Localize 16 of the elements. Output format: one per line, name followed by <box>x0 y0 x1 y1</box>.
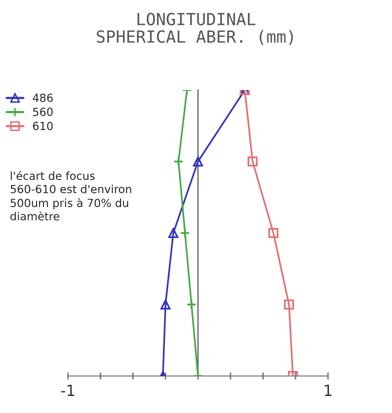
annotation: l'écart de focus 560-610 est d'environ 500um pris à 70% du diamètre <box>10 170 132 220</box>
point <box>160 300 170 310</box>
point <box>186 300 196 310</box>
x-tick-label: -1 <box>61 384 74 396</box>
x-tick-label: 1 <box>324 384 332 396</box>
point <box>168 228 178 238</box>
point <box>248 156 258 166</box>
chart-title: LONGITUDINAL SPHERICAL ABER. (mm) <box>96 12 293 45</box>
point <box>284 300 294 310</box>
point <box>174 156 184 166</box>
legend-label: 610 <box>33 122 53 130</box>
point <box>180 228 190 238</box>
point <box>268 228 278 238</box>
point <box>193 156 203 166</box>
legend-label: 560 <box>33 108 53 116</box>
legend-label: 486 <box>32 94 53 102</box>
